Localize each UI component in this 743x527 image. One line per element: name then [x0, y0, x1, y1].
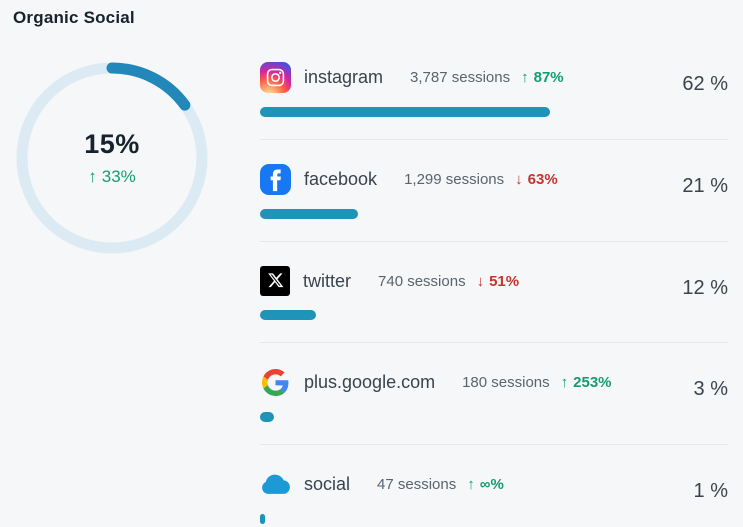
- share-bar: [260, 412, 275, 422]
- change-indicator: ↓ 63%: [515, 171, 558, 188]
- change-value: ∞%: [479, 476, 504, 493]
- donut-center-label: 15% ↑ 33%: [16, 62, 208, 254]
- source-row-header: instagram 3,787 sessions ↑ 87% 62 %: [260, 62, 728, 95]
- source-sessions: 1,299 sessions: [404, 171, 505, 188]
- change-value: 87%: [533, 69, 564, 86]
- source-name: instagram: [304, 67, 384, 87]
- donut-change-value: 33%: [101, 167, 136, 186]
- arrow-up-icon: ↑: [467, 476, 475, 493]
- donut-share-percent: 15%: [84, 129, 140, 159]
- share-bar: [260, 514, 265, 524]
- source-row[interactable]: social 47 sessions ↑ ∞% 1 %: [260, 444, 728, 527]
- arrow-down-icon: ↓: [515, 171, 523, 188]
- source-row[interactable]: instagram 3,787 sessions ↑ 87% 62 %: [260, 62, 728, 139]
- cloud-social-icon: [260, 469, 291, 500]
- donut-column: 15% ↑ 33%: [0, 62, 260, 527]
- share-percent: 3 %: [693, 378, 728, 400]
- source-row-header: social 47 sessions ↑ ∞% 1 %: [260, 469, 728, 502]
- share-bar: [260, 107, 551, 117]
- share-bar: [260, 209, 359, 219]
- donut-arc: [16, 62, 208, 254]
- share-percent: 62 %: [682, 73, 728, 95]
- google-icon: [260, 367, 291, 398]
- share-bar: [260, 310, 317, 320]
- donut-change-indicator: ↑ 33%: [88, 167, 136, 187]
- instagram-icon: [260, 62, 291, 93]
- source-sessions: 47 sessions: [377, 476, 457, 493]
- arrow-up-icon: ↑: [521, 69, 529, 86]
- source-row-header: twitter 740 sessions ↓ 51% 12 %: [260, 266, 728, 299]
- source-row-header: plus.google.com 180 sessions ↑ 253% 3 %: [260, 367, 728, 400]
- widget-content: 15% ↑ 33% instagram 3,787 sessions ↑ 87% 62 …: [0, 62, 743, 527]
- source-name: plus.google.com: [304, 372, 436, 392]
- source-name: social: [304, 474, 351, 494]
- arrow-up-icon: ↑: [88, 167, 97, 186]
- x-twitter-icon: [260, 266, 290, 296]
- source-name: facebook: [304, 169, 378, 189]
- arrow-up-icon: ↑: [560, 374, 569, 391]
- source-row[interactable]: plus.google.com 180 sessions ↑ 253% 3 %: [260, 342, 728, 444]
- widget-title: Organic Social: [13, 8, 135, 27]
- donut-chart: 15% ↑ 33%: [16, 62, 208, 254]
- source-row[interactable]: facebook 1,299 sessions ↓ 63% 21 %: [260, 139, 728, 241]
- source-row[interactable]: twitter 740 sessions ↓ 51% 12 %: [260, 241, 728, 342]
- facebook-icon: [260, 164, 291, 195]
- change-indicator: ↑ 87%: [521, 69, 564, 86]
- source-row-header: facebook 1,299 sessions ↓ 63% 21 %: [260, 164, 728, 197]
- change-value: 51%: [489, 272, 520, 290]
- change-indicator: ↓ 51%: [477, 273, 520, 290]
- source-sessions: 180 sessions: [462, 374, 550, 391]
- donut-svg: [16, 62, 208, 254]
- change-value: 253%: [573, 374, 612, 391]
- share-percent: 1 %: [693, 480, 728, 502]
- change-value: 63%: [527, 171, 558, 188]
- change-indicator: ↑ ∞%: [467, 476, 504, 493]
- change-indicator: ↑ 253%: [561, 374, 612, 391]
- source-name: twitter: [303, 270, 352, 291]
- source-sessions: 740 sessions: [378, 272, 466, 290]
- share-percent: 12 %: [682, 276, 728, 299]
- arrow-down-icon: ↓: [476, 272, 485, 290]
- share-percent: 21 %: [682, 175, 728, 197]
- source-list: instagram 3,787 sessions ↑ 87% 62 % facebook 1…: [260, 62, 728, 527]
- source-sessions: 3,787 sessions: [410, 69, 511, 86]
